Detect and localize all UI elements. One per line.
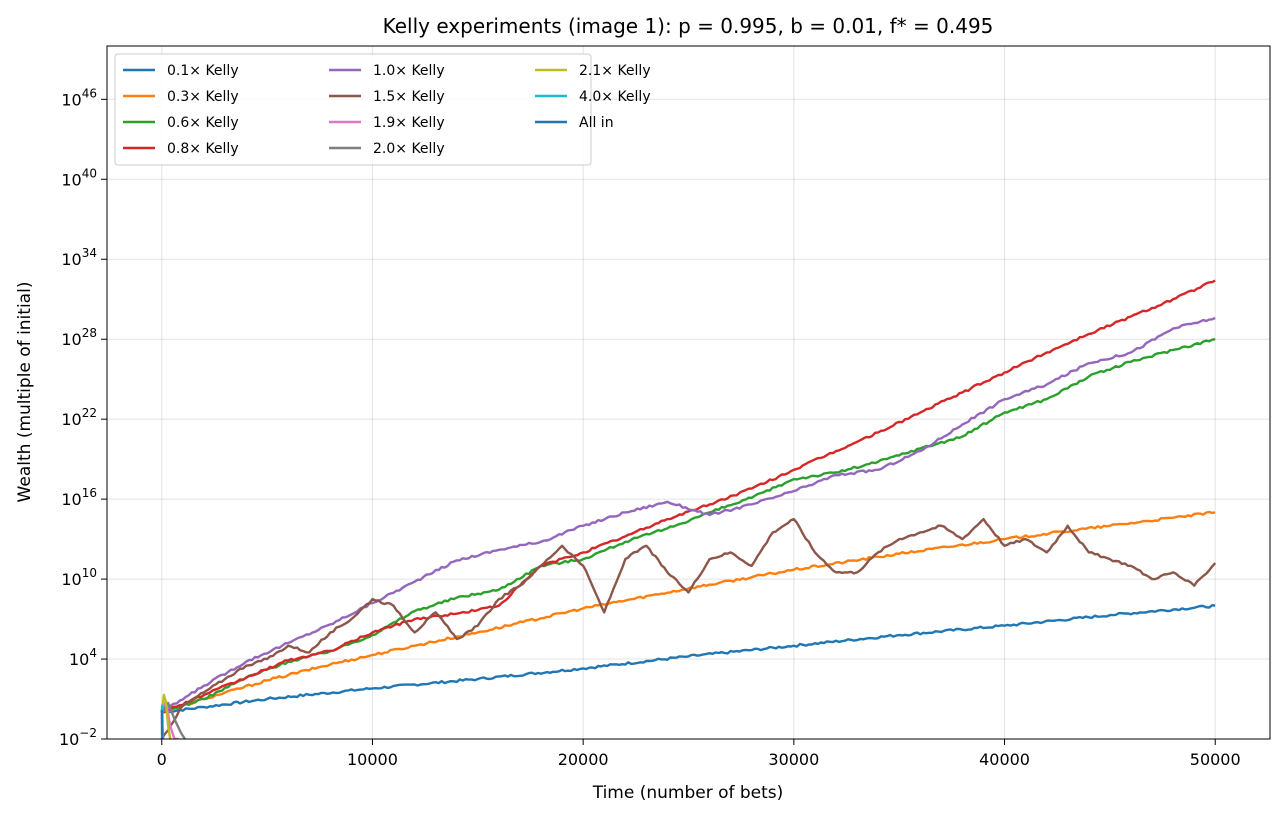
legend-label: All in [579,115,614,131]
legend-label: 2.1× Kelly [579,63,651,79]
y-axis-label: Wealth (multiple of initial) [15,282,35,503]
legend-label: 1.0× Kelly [373,63,445,79]
x-tick-label: 20000 [558,750,609,769]
legend-label: 4.0× Kelly [579,89,651,105]
y-tick-label: 10−2 [59,726,97,749]
series-line [161,316,1216,714]
legend: 0.1× Kelly 0.3× Kelly 0.6× Kelly 0.8× Kelly… [114,53,651,166]
x-axis-label: Time (number of bets) [592,783,784,803]
y-tick-label: 1028 [61,326,97,349]
y-tick-label: 1016 [61,486,97,509]
legend-label: 2.0× Kelly [373,141,445,157]
series-line [161,279,1216,714]
legend-frame [114,53,592,166]
legend-label: 1.9× Kelly [373,115,445,131]
x-tick-label: 10000 [347,750,398,769]
series-lines [160,279,1217,739]
legend-label: 0.8× Kelly [167,141,239,157]
legend-label: 0.6× Kelly [167,115,239,131]
legend-label: 0.1× Kelly [167,63,239,79]
series-line [160,700,179,739]
y-tick-label: 1046 [61,86,97,109]
x-tick-label: 30000 [768,750,819,769]
axis-ticks: 0 10000 20000 30000 40000 50000 10−2 104 1010 101… [59,86,1241,769]
legend-label: 0.3× Kelly [167,89,239,105]
y-tick-label: 1040 [61,166,97,189]
x-tick-label: 0 [157,750,167,769]
series-line [161,510,1216,714]
y-tick-label: 1034 [61,246,97,269]
series-line [161,604,1216,714]
legend-label: 1.5× Kelly [373,89,445,105]
series-line [160,517,1217,739]
y-tick-label: 104 [69,646,97,669]
x-tick-label: 40000 [979,750,1030,769]
chart-title: Kelly experiments (image 1): p = 0.995, … [383,14,994,38]
series-line [160,693,172,739]
y-tick-label: 1010 [61,566,97,589]
plot-frame [106,45,1271,740]
y-tick-label: 1022 [61,406,97,429]
x-tick-label: 50000 [1190,750,1241,769]
